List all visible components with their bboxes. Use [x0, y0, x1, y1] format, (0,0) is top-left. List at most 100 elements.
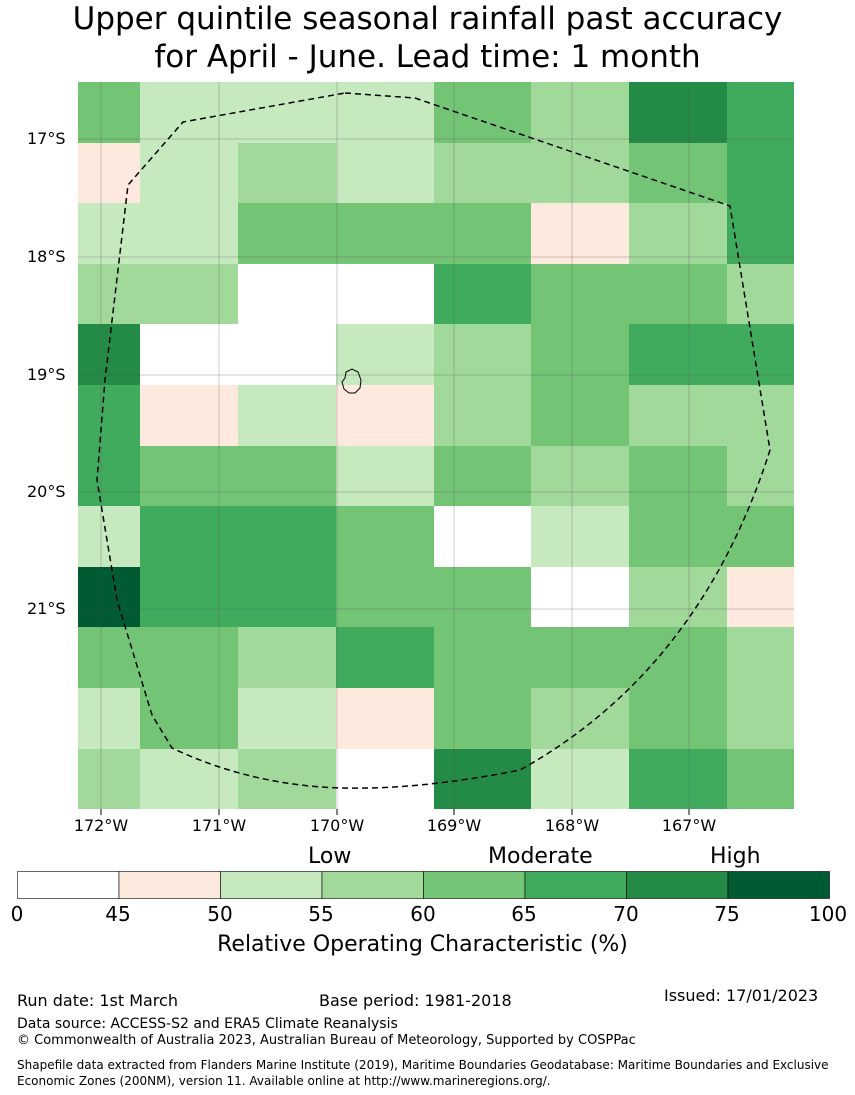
grid-cell [531, 264, 629, 324]
grid-cell [78, 264, 140, 324]
grid-cell [531, 143, 629, 203]
grid-cell [434, 264, 531, 324]
colorbar-segment [118, 871, 221, 899]
grid-cell [531, 749, 629, 809]
grid-cell [140, 627, 238, 688]
title-line-2: for April - June. Lead time: 1 month [154, 39, 701, 75]
lat-label-21s: 21°S [27, 599, 66, 618]
grid-cell [629, 143, 727, 203]
grid-cell [140, 385, 238, 446]
grid-cell [727, 506, 794, 567]
colorbar-tick-65: 65 [511, 902, 537, 926]
grid-cell [727, 446, 794, 506]
island-outline [341, 368, 362, 394]
grid-cell [531, 324, 629, 385]
grid-cell [78, 506, 140, 567]
grid-cell [238, 264, 336, 324]
lon-label-170w: 170°W [309, 816, 365, 835]
grid-cell [336, 203, 434, 264]
colorbar-tick-0: 0 [10, 902, 24, 926]
grid-cell [531, 82, 629, 143]
base-period: Base period: 1981-2018 [319, 991, 512, 1010]
grid-cell [238, 203, 336, 264]
grid-cell [238, 143, 336, 203]
colorbar-title: Relative Operating Characteristic (%) [217, 932, 628, 957]
grid-cell [531, 567, 629, 627]
colorbar-tick-75: 75 [714, 902, 740, 926]
colorbar-segment [321, 871, 424, 899]
colorbar-segment [17, 871, 120, 899]
grid-cell [336, 143, 434, 203]
grid-cell [336, 567, 434, 627]
grid-cell [140, 264, 238, 324]
colorbar-tick-60: 60 [410, 902, 436, 926]
grid-cell [336, 264, 434, 324]
grid-cell [727, 688, 794, 749]
grid-cell [78, 385, 140, 446]
grid-cell [629, 385, 727, 446]
grid-cell [336, 324, 434, 385]
colorbar-tick-55: 55 [308, 902, 334, 926]
grid-cell [727, 264, 794, 324]
grid-cell [531, 203, 629, 264]
data-source: Data source: ACCESS-S2 and ERA5 Climate … [17, 1016, 398, 1032]
grid-cell [434, 324, 531, 385]
grid-cell [727, 203, 794, 264]
grid-cell [78, 446, 140, 506]
grid-cell [336, 82, 434, 143]
run-date: Run date: 1st March [17, 991, 178, 1010]
grid-cell [629, 506, 727, 567]
grid-cell [531, 627, 629, 688]
graticule [78, 82, 794, 815]
grid-cell [140, 688, 238, 749]
grid-cell [629, 446, 727, 506]
category-high: High [710, 844, 761, 869]
grid-cell [434, 203, 531, 264]
grid-cell [78, 203, 140, 264]
grid-cell [434, 688, 531, 749]
grid-cell [336, 627, 434, 688]
grid-cell [531, 446, 629, 506]
grid-cell [140, 143, 238, 203]
grid-cell [727, 82, 794, 143]
lon-label-169w: 169°W [426, 816, 482, 835]
grid-cell [238, 627, 336, 688]
grid-cell [434, 446, 531, 506]
colorbar-tick-50: 50 [207, 902, 233, 926]
grid-cell [336, 749, 434, 809]
grid-cell [140, 506, 238, 567]
grid-cell [727, 324, 794, 385]
grid-cell [238, 385, 336, 446]
grid-cell [434, 143, 531, 203]
grid-cell [629, 688, 727, 749]
grid-cell [78, 749, 140, 809]
grid-cell [434, 567, 531, 627]
category-low: Low [308, 844, 352, 869]
grid-cell [727, 749, 794, 809]
category-moderate: Moderate [488, 844, 593, 869]
lon-label-171w: 171°W [191, 816, 247, 835]
grid-cell [531, 688, 629, 749]
colorbar-segment [524, 871, 627, 899]
grid-cell [629, 749, 727, 809]
colorbar-tick-70: 70 [613, 902, 639, 926]
colorbar [17, 871, 830, 899]
grid-cell [78, 567, 140, 627]
map-title: Upper quintile seasonal rainfall past ac… [0, 0, 855, 76]
colorbar-tick-45: 45 [105, 902, 131, 926]
grid-cell [140, 82, 238, 143]
grid-cell [629, 567, 727, 627]
colorbar-segment [626, 871, 729, 899]
grid-cell [629, 324, 727, 385]
issued-date: Issued: 17/01/2023 [664, 986, 819, 1005]
shapefile-credit: Shapefile data extracted from Flanders M… [17, 1058, 829, 1088]
grid-cells [78, 82, 794, 809]
copyright: © Commonwealth of Australia 2023, Austra… [17, 1033, 636, 1048]
grid-cell [140, 446, 238, 506]
grid-cell [629, 627, 727, 688]
grid-cell [238, 749, 336, 809]
grid-cell [238, 82, 336, 143]
rainfall-accuracy-map [78, 82, 794, 815]
title-line-1: Upper quintile seasonal rainfall past ac… [72, 1, 783, 37]
colorbar-segment [423, 871, 526, 899]
